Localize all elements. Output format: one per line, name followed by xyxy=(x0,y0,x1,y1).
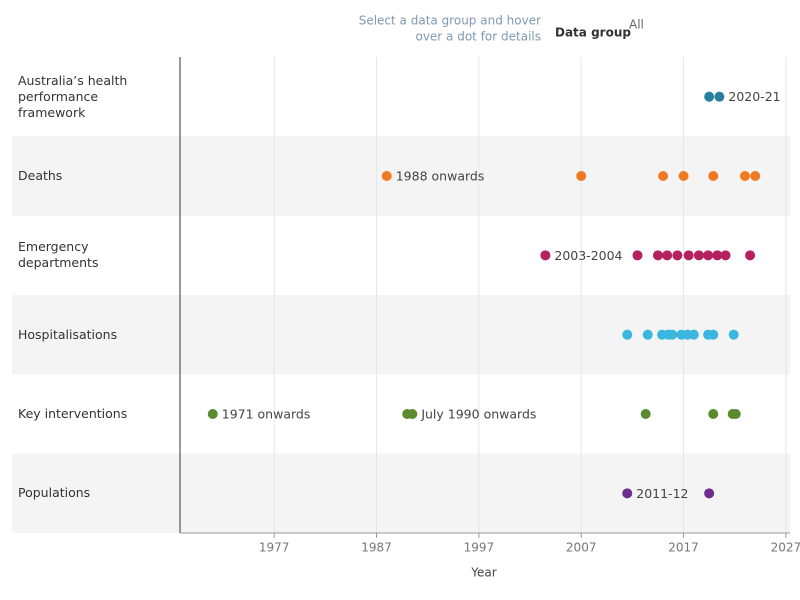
dot[interactable] xyxy=(708,171,719,181)
row-band xyxy=(12,453,790,533)
dot[interactable] xyxy=(714,91,725,102)
x-tick-label: 2027 xyxy=(771,541,800,555)
row-label: Key interventions xyxy=(18,405,128,421)
dot[interactable] xyxy=(622,488,633,499)
dot[interactable] xyxy=(728,329,739,340)
x-tick-label: 1997 xyxy=(464,541,495,555)
filter-label: Data group xyxy=(555,26,631,40)
dot-label: 2003-2004 xyxy=(554,248,622,263)
dot-label: 1971 onwards xyxy=(222,407,311,422)
instruction: Select a data group and hover xyxy=(359,14,541,28)
dot[interactable] xyxy=(750,171,761,181)
dot[interactable] xyxy=(678,171,689,181)
dot[interactable] xyxy=(672,250,683,261)
dot[interactable] xyxy=(622,329,633,340)
filter-value[interactable]: All xyxy=(629,18,644,32)
dot[interactable] xyxy=(739,171,750,181)
dot[interactable] xyxy=(662,250,673,261)
dot[interactable] xyxy=(642,329,653,340)
dot[interactable] xyxy=(540,250,551,261)
dot[interactable] xyxy=(704,488,715,499)
dot[interactable] xyxy=(693,250,704,261)
row-label: Australia’s health performance framework xyxy=(18,72,128,120)
dot[interactable] xyxy=(704,91,715,102)
dot[interactable] xyxy=(688,329,699,340)
x-tick-label: 2007 xyxy=(566,541,597,555)
dot[interactable] xyxy=(712,250,723,261)
dot[interactable] xyxy=(576,171,587,181)
dot[interactable] xyxy=(652,250,663,261)
dot[interactable] xyxy=(683,250,694,261)
dot[interactable] xyxy=(708,409,719,419)
dot[interactable] xyxy=(730,409,741,419)
row-label: Emergency departments xyxy=(18,239,99,271)
dot[interactable] xyxy=(720,250,731,261)
dot-label: 1988 onwards xyxy=(396,169,485,184)
dot[interactable] xyxy=(407,409,418,419)
x-axis-title: Year xyxy=(470,566,496,580)
row-label: Hospitalisations xyxy=(18,326,118,342)
x-tick-label: 1977 xyxy=(259,541,290,555)
dot[interactable] xyxy=(658,171,669,181)
dot[interactable] xyxy=(703,250,714,261)
dot[interactable] xyxy=(745,250,756,261)
dot[interactable] xyxy=(667,329,678,340)
dot[interactable] xyxy=(381,171,392,181)
dot-label: 2020-21 xyxy=(728,89,780,104)
dot-label: 2011-12 xyxy=(636,486,688,501)
x-tick-label: 1987 xyxy=(361,541,392,555)
dot[interactable] xyxy=(207,409,218,419)
dot[interactable] xyxy=(708,329,719,340)
dot[interactable] xyxy=(632,250,643,261)
row-label: Deaths xyxy=(18,167,63,183)
dot-label: July 1990 onwards xyxy=(420,407,536,422)
x-tick-label: 2017 xyxy=(668,541,699,555)
instruction: over a dot for details xyxy=(415,30,541,44)
dot[interactable] xyxy=(640,409,651,419)
row-label: Populations xyxy=(18,485,91,501)
